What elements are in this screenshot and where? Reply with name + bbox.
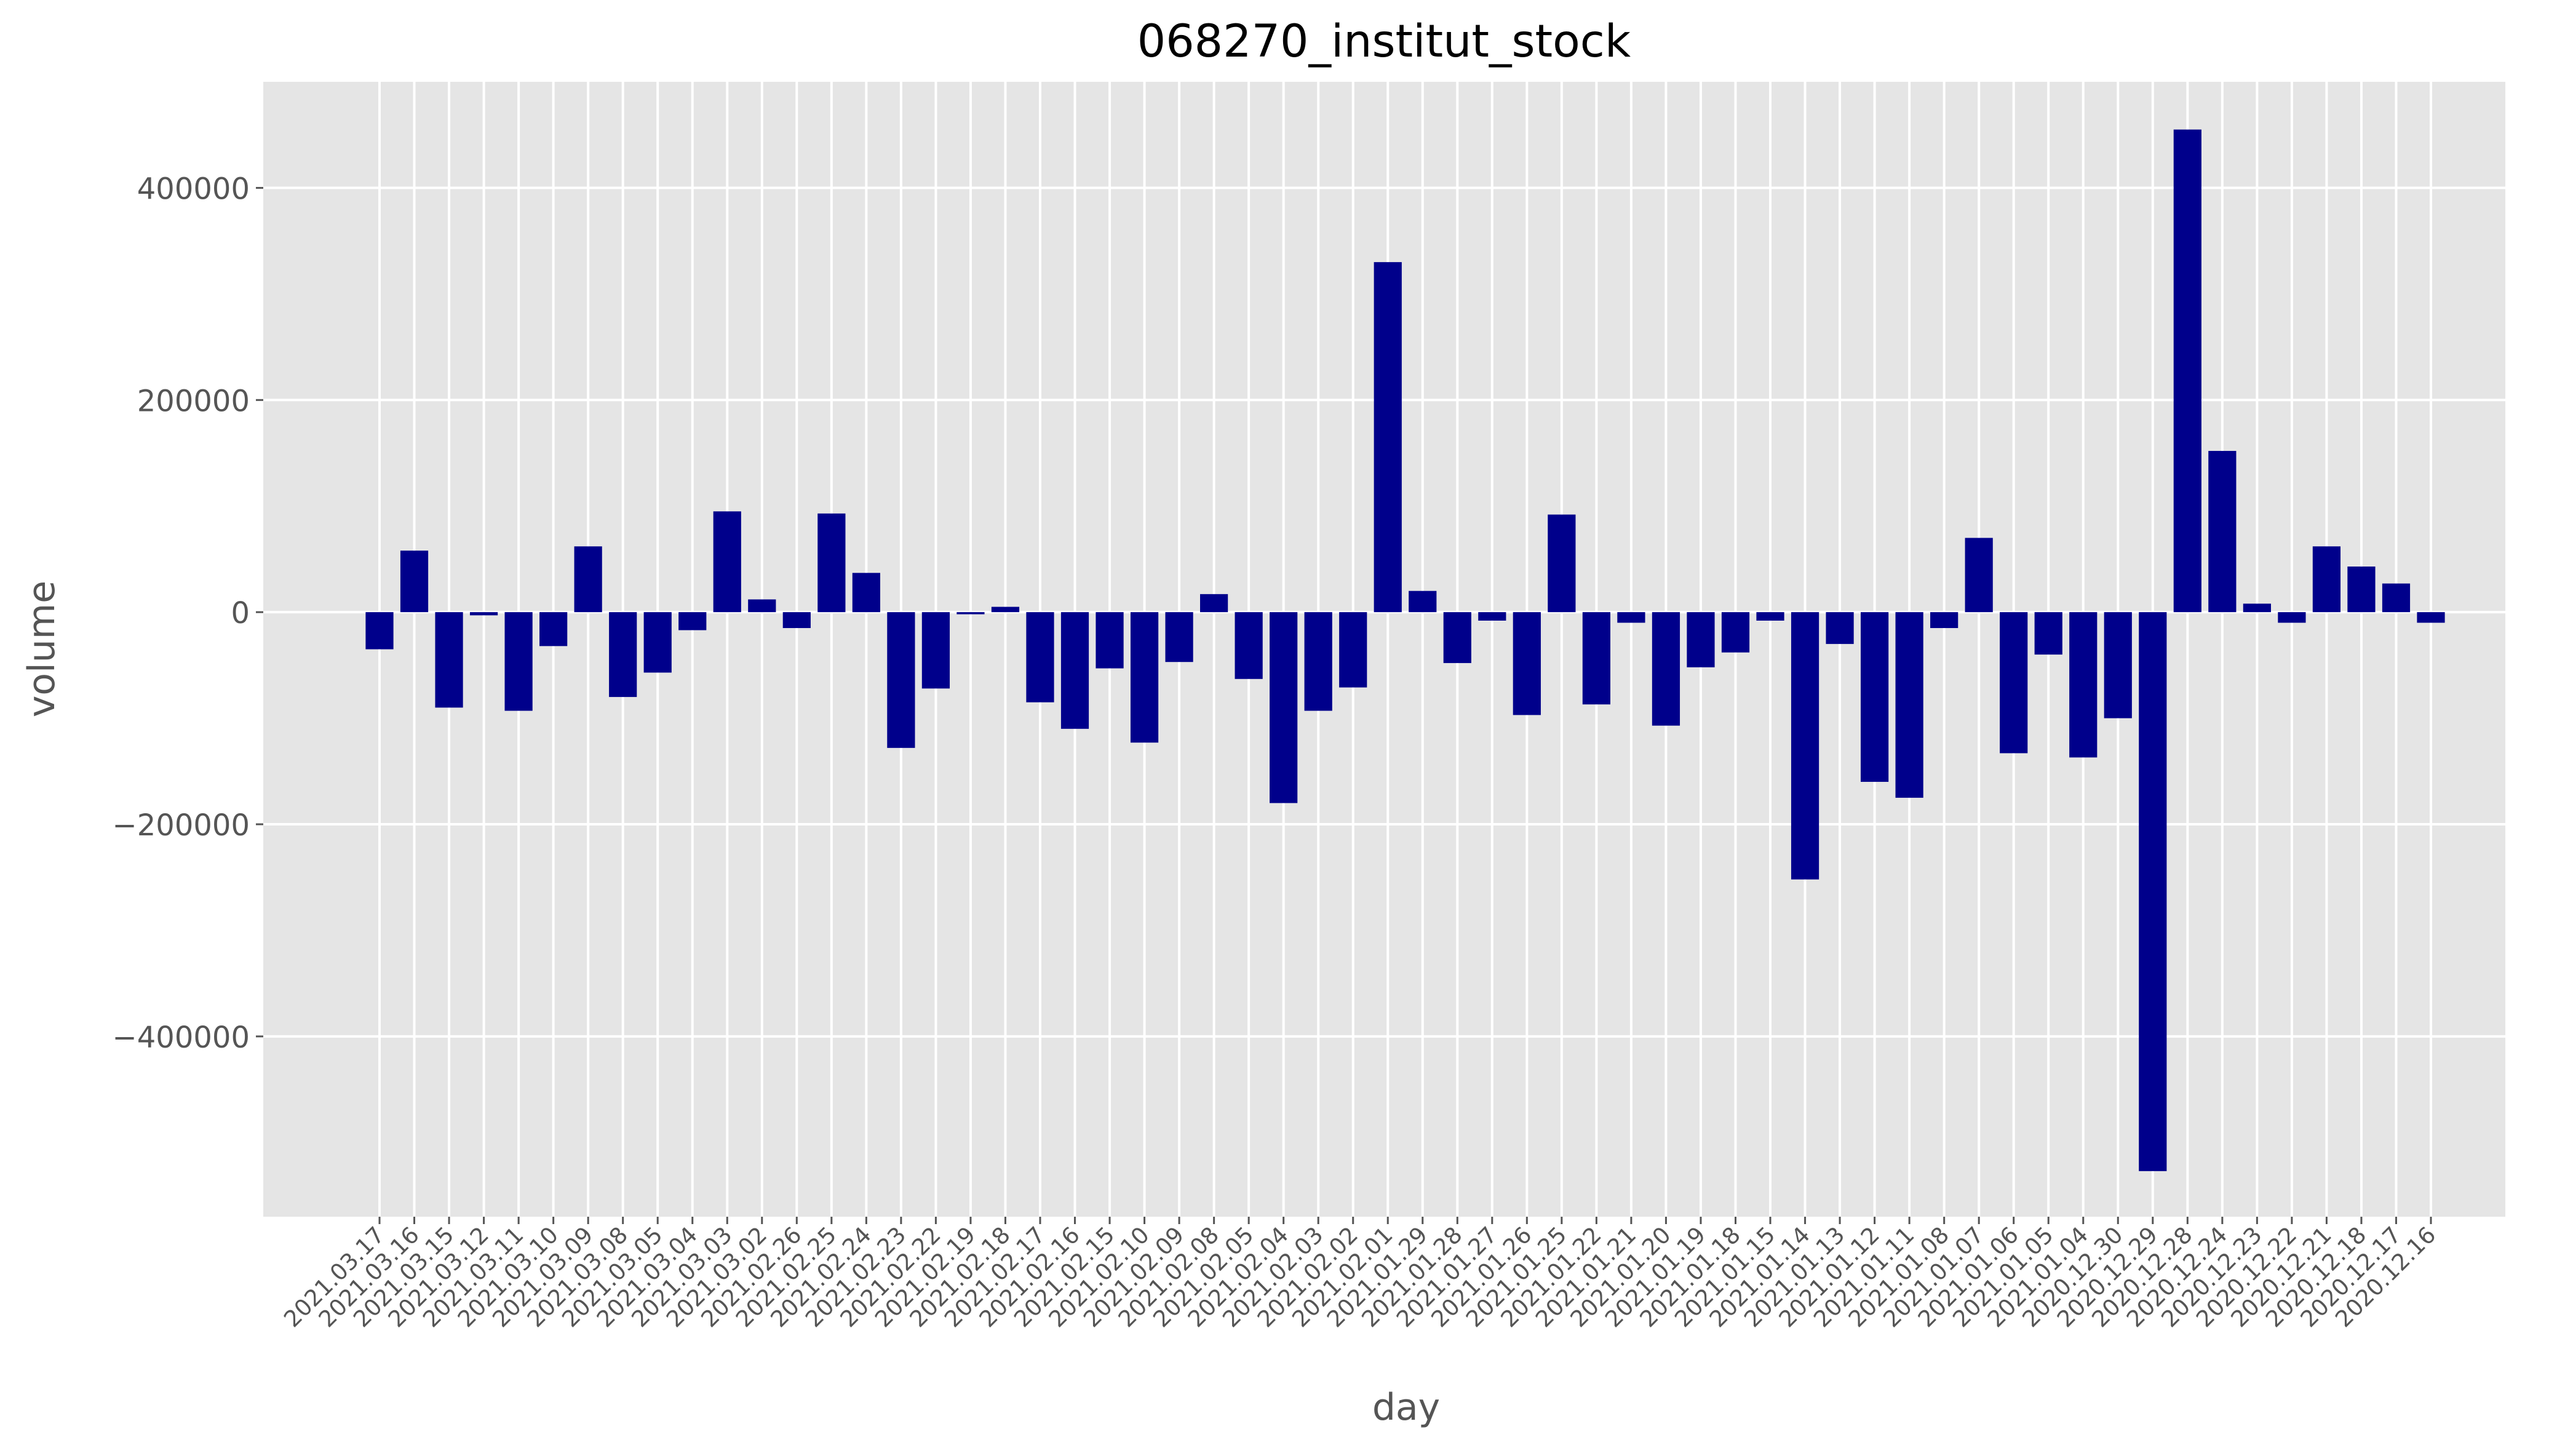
bar-2020.12.24: [2208, 451, 2237, 613]
bar-2021.02.02: [1339, 612, 1367, 688]
bar-2021.03.05: [643, 612, 672, 673]
bar-2021.01.11: [1895, 612, 1923, 798]
chart-title: 068270_institut_stock: [1137, 15, 1631, 68]
y-tick-label: 400000: [137, 172, 250, 206]
y-tick-label: −400000: [113, 1020, 250, 1055]
bar-2021.01.07: [1965, 538, 1993, 613]
bar-2021.02.01: [1374, 262, 1402, 613]
bar-2021.01.20: [1652, 612, 1680, 726]
bar-2021.02.15: [1096, 612, 1124, 669]
bar-2021.02.23: [887, 612, 915, 748]
bar-2020.12.28: [2173, 129, 2201, 613]
bar-2021.01.13: [1826, 612, 1854, 644]
bar-2021.02.22: [921, 612, 950, 689]
y-tick-label: 0: [231, 596, 250, 631]
bar-2021.01.29: [1409, 591, 1437, 613]
x-axis-label: day: [1372, 1386, 1440, 1429]
bar-2021.01.14: [1791, 612, 1819, 880]
bar-2020.12.23: [2243, 603, 2271, 613]
y-axis: −400000 −200000 0 200000 400000: [113, 172, 263, 1055]
bar-2021.03.17: [365, 612, 394, 650]
bar-2020.12.21: [2312, 546, 2341, 613]
bar-2021.03.15: [435, 612, 463, 708]
bar-2021.01.18: [1721, 612, 1750, 653]
bars: [365, 129, 2445, 1171]
bar-2021.02.26: [782, 612, 811, 629]
bar-2021.02.25: [817, 513, 846, 613]
bar-2020.12.22: [2278, 612, 2306, 623]
y-tick-label: 200000: [137, 384, 250, 418]
bar-2021.02.24: [852, 573, 880, 613]
bar-2021.01.08: [1930, 612, 1959, 629]
bar-2021.03.12: [469, 612, 498, 616]
bar-2021.01.19: [1687, 612, 1715, 667]
bar-2021.03.02: [748, 599, 776, 613]
bar-2021.01.22: [1582, 612, 1610, 705]
bar-2021.02.10: [1130, 612, 1159, 743]
bar-2021.02.16: [1060, 612, 1089, 729]
bar-2021.02.09: [1165, 612, 1193, 662]
bar-2021.03.11: [504, 612, 533, 711]
bar-2021.01.04: [2069, 612, 2098, 758]
bar-2021.01.26: [1513, 612, 1541, 715]
bar-2021.02.03: [1304, 612, 1332, 711]
bar-2021.02.04: [1270, 612, 1298, 803]
bar-2021.02.08: [1200, 594, 1228, 613]
bar-2021.01.21: [1617, 612, 1645, 623]
bar-2021.03.04: [678, 612, 707, 631]
bar-2021.02.19: [956, 612, 985, 615]
bar-2021.01.05: [2034, 612, 2062, 655]
bar-2021.01.12: [1860, 612, 1889, 782]
x-axis: 2021.03.172021.03.162021.03.152021.03.12…: [279, 1217, 2441, 1332]
plot-area: [263, 82, 2505, 1217]
bar-2021.03.09: [574, 546, 602, 613]
bar-2021.02.17: [1026, 612, 1054, 702]
bar-2021.01.25: [1548, 514, 1576, 613]
bar-2021.03.03: [713, 511, 741, 613]
bar-2020.12.18: [2347, 567, 2376, 613]
bar-2021.03.08: [609, 612, 637, 698]
bar-2021.02.05: [1235, 612, 1263, 679]
bar-2021.02.18: [991, 607, 1020, 613]
bar-2021.03.10: [539, 612, 568, 646]
bar-2021.01.15: [1756, 612, 1784, 621]
y-tick-label: −200000: [113, 808, 250, 843]
bar-2021.03.16: [400, 551, 429, 613]
bar-2020.12.16: [2417, 612, 2445, 623]
bar-2020.12.17: [2382, 583, 2411, 613]
y-axis-label: volume: [20, 581, 63, 717]
bar-2020.12.30: [2104, 612, 2132, 718]
bar-2021.01.27: [1478, 612, 1506, 621]
bar-2021.01.06: [2000, 612, 2028, 754]
bar-2021.01.28: [1443, 612, 1471, 663]
bar-2020.12.29: [2139, 612, 2167, 1171]
